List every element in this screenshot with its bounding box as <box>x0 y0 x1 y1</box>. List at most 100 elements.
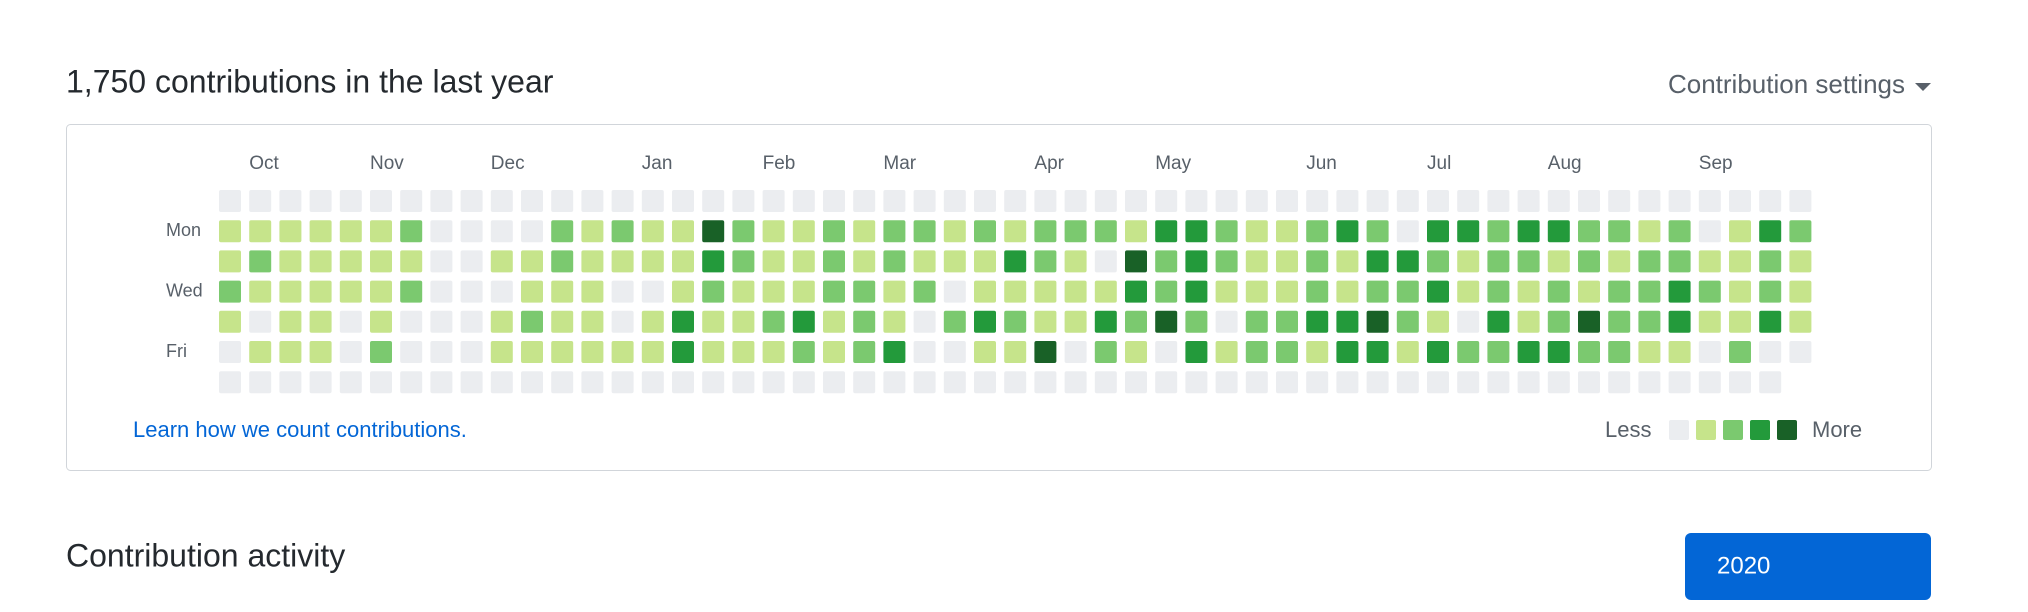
day-cell <box>400 371 423 394</box>
day-cell <box>943 280 966 303</box>
day-cell <box>400 341 423 363</box>
legend-swatch <box>1750 420 1770 440</box>
day-cell <box>1004 220 1027 243</box>
day-cell <box>792 220 815 243</box>
day-cell <box>1094 250 1117 273</box>
month-label: Jun <box>1306 153 1337 174</box>
month-label: Feb <box>763 153 796 174</box>
day-cell <box>1276 190 1298 212</box>
day-cell <box>1668 341 1691 363</box>
day-cell <box>1638 280 1661 303</box>
day-cell <box>1155 250 1178 273</box>
month-label: Jan <box>642 153 673 174</box>
day-cell <box>1245 280 1268 303</box>
day-cell <box>309 280 332 303</box>
day-cell <box>1547 220 1570 243</box>
day-cell <box>1789 250 1812 273</box>
day-cell <box>1729 310 1751 333</box>
day-cell <box>762 250 785 273</box>
day-cell <box>823 190 845 212</box>
day-cell <box>1517 220 1540 243</box>
day-cell <box>1578 310 1600 333</box>
day-cell <box>1306 341 1329 363</box>
day-cell <box>1155 341 1178 363</box>
day-cell <box>672 220 694 243</box>
day-cell <box>853 341 876 363</box>
day-cell <box>1064 250 1087 273</box>
day-cell <box>1306 190 1329 212</box>
year-button[interactable] <box>1685 533 1931 600</box>
day-cell <box>460 341 483 363</box>
day-cell <box>1034 280 1057 303</box>
day-cell <box>1064 280 1087 303</box>
day-cell <box>1698 310 1721 333</box>
day-cell <box>702 310 725 333</box>
day-cell <box>551 250 574 273</box>
day-cell <box>672 341 694 363</box>
day-cell <box>853 220 876 243</box>
day-cell <box>521 280 543 303</box>
day-cell <box>1185 280 1208 303</box>
day-cell <box>1185 310 1208 333</box>
day-cell <box>430 310 453 333</box>
day-cell <box>551 341 574 363</box>
day-cell <box>1638 190 1661 212</box>
day-cell <box>1064 190 1087 212</box>
day-cell <box>249 310 272 333</box>
day-cell <box>1698 280 1721 303</box>
day-cell <box>1064 341 1087 363</box>
day-cell <box>1427 371 1449 394</box>
day-cell <box>551 310 574 333</box>
contribution-settings[interactable]: Contribution settings <box>1668 69 1905 99</box>
day-cell <box>521 190 543 212</box>
day-cell <box>1245 220 1268 243</box>
day-cell <box>1094 220 1117 243</box>
day-cell <box>1457 371 1480 394</box>
day-cell <box>1638 371 1661 394</box>
day-cell <box>883 250 906 273</box>
day-cell <box>1729 341 1751 363</box>
day-cell <box>1487 190 1510 212</box>
day-cell <box>762 371 785 394</box>
day-cell <box>1427 280 1449 303</box>
learn-link[interactable]: Learn how we count contributions. <box>133 417 467 442</box>
day-cell <box>400 280 423 303</box>
day-cell <box>1215 371 1238 394</box>
day-cell <box>1125 371 1147 394</box>
day-cell <box>1185 371 1208 394</box>
day-cell <box>1306 250 1329 273</box>
day-cell <box>1759 190 1782 212</box>
legend-swatch <box>1723 420 1743 440</box>
day-cell <box>339 250 362 273</box>
day-cell <box>672 190 694 212</box>
day-cell <box>1336 220 1359 243</box>
day-cell <box>1215 190 1238 212</box>
day-cell <box>581 250 604 273</box>
day-cell <box>672 371 694 394</box>
day-cell <box>1427 220 1449 243</box>
day-cell <box>309 250 332 273</box>
day-cell <box>883 310 906 333</box>
day-cell <box>279 371 302 394</box>
day-cell <box>913 190 936 212</box>
day-cell <box>883 220 906 243</box>
day-cell <box>883 341 906 363</box>
day-cell <box>823 280 845 303</box>
day-cell <box>1457 341 1480 363</box>
day-cell <box>1759 220 1782 243</box>
day-cell <box>943 371 966 394</box>
day-cell <box>1517 371 1540 394</box>
day-cell <box>1729 190 1751 212</box>
day-cell <box>1457 220 1480 243</box>
day-cell <box>1215 280 1238 303</box>
day-cell <box>762 280 785 303</box>
year-label[interactable]: 2020 <box>1717 552 1770 579</box>
month-label: Apr <box>1034 153 1064 174</box>
day-cell <box>1668 371 1691 394</box>
day-cell <box>219 371 241 394</box>
day-cell <box>1155 371 1178 394</box>
day-cell <box>1245 250 1268 273</box>
day-cell <box>1729 220 1751 243</box>
day-cell <box>1396 250 1419 273</box>
